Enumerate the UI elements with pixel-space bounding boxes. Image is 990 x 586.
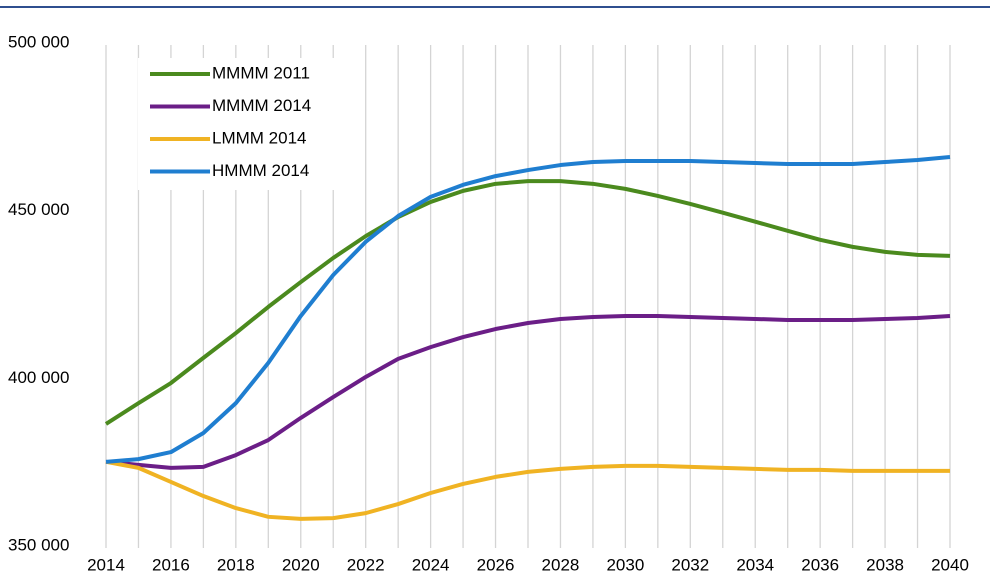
y-tick-label: 450 000 xyxy=(8,200,69,219)
x-tick-label: 2038 xyxy=(866,555,904,574)
series-line xyxy=(105,313,951,470)
x-tick-label: 2034 xyxy=(736,555,774,574)
x-tick-label: 2018 xyxy=(217,555,255,574)
series-line xyxy=(105,459,950,521)
plot xyxy=(104,155,951,521)
x-tick-label: 2032 xyxy=(671,555,709,574)
y-tick-label: 350 000 xyxy=(8,535,69,554)
y-tick-label: 400 000 xyxy=(8,368,69,387)
legend-label: MMMM 2014 xyxy=(212,96,311,115)
x-tick-label: 2028 xyxy=(542,555,580,574)
x-tick-label: 2024 xyxy=(412,555,450,574)
x-tick-label: 2036 xyxy=(801,555,839,574)
series-line xyxy=(104,179,951,426)
axis-labels: 350 000 400 000 450 000 500 000 2014 2016 2018… xyxy=(8,32,969,574)
x-tick-label: 2014 xyxy=(87,555,125,574)
legend: MMMM 2011 MMMM 2014 LMMM 2014 HMMM 2014 xyxy=(150,63,311,180)
x-tick-label: 2022 xyxy=(347,555,385,574)
legend-label: LMMM 2014 xyxy=(212,128,306,147)
legend-label: MMMM 2011 xyxy=(212,63,310,82)
y-tick-label: 500 000 xyxy=(8,32,69,51)
x-tick-label: 2020 xyxy=(282,555,320,574)
legend-label: HMMM 2014 xyxy=(212,161,309,180)
legend-box xyxy=(138,58,352,190)
series-line xyxy=(105,155,951,464)
x-tick-label: 2016 xyxy=(152,555,190,574)
x-tick-label: 2026 xyxy=(477,555,515,574)
x-tick-label: 2030 xyxy=(606,555,644,574)
x-tick-label: 2040 xyxy=(931,555,969,574)
